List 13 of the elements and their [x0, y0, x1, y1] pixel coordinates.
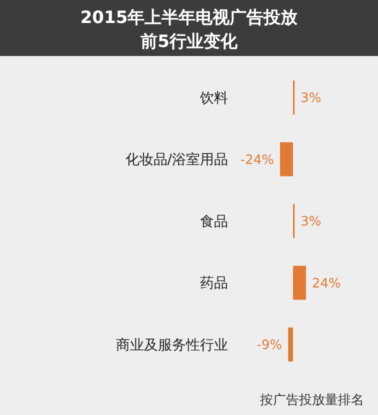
data-label: 3% [300, 214, 322, 230]
chart-title: 2015年上半年电视广告投放 [80, 8, 299, 28]
y-tick-label: 食品 [200, 214, 228, 230]
y-tick-label: 饮料 [199, 90, 228, 106]
data-label: -9% [256, 338, 282, 354]
y-tick-label: 商业及服务性行业 [116, 337, 228, 354]
data-label: -24% [240, 152, 274, 168]
y-tick-label: 化妆品/浴室用品 [125, 152, 228, 168]
chart-subtitle: 前5行业变化 [140, 32, 238, 52]
data-label: 24% [312, 276, 341, 292]
data-label: 3% [300, 91, 322, 106]
text: 按广告投放量排名 [260, 393, 364, 408]
y-tick-label: 药品 [200, 276, 228, 292]
